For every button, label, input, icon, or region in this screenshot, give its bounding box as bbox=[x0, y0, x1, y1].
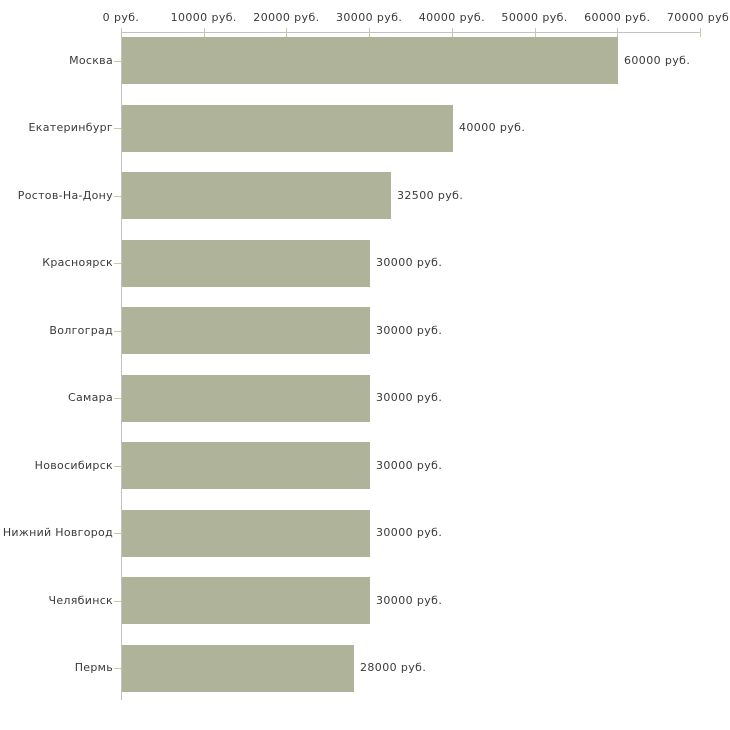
category-tick bbox=[114, 263, 121, 264]
category-label: Пермь bbox=[74, 661, 113, 674]
value-label: 30000 руб. bbox=[376, 459, 443, 472]
category-label: Красноярск bbox=[42, 256, 113, 269]
value-label: 30000 руб. bbox=[376, 594, 443, 607]
category-tick bbox=[114, 601, 121, 602]
category-label: Волгоград bbox=[49, 324, 113, 337]
y-axis-line bbox=[121, 32, 122, 700]
category-label: Челябинск bbox=[48, 594, 113, 607]
x-axis-tick-label: 0 руб. bbox=[102, 11, 140, 24]
bar bbox=[122, 442, 370, 489]
x-axis-tick-label: 10000 руб. bbox=[170, 11, 237, 24]
value-label: 30000 руб. bbox=[376, 391, 443, 404]
x-axis-tick-label: 40000 руб. bbox=[418, 11, 485, 24]
bar bbox=[122, 105, 453, 152]
value-label: 32500 руб. bbox=[397, 189, 464, 202]
x-axis-tick-label: 70000 руб. bbox=[666, 11, 730, 24]
x-axis-tick bbox=[203, 28, 205, 37]
category-tick bbox=[114, 128, 121, 129]
x-axis-tick-label: 20000 руб. bbox=[253, 11, 320, 24]
x-axis-tick-label: 60000 руб. bbox=[584, 11, 651, 24]
category-label: Москва bbox=[69, 54, 113, 67]
category-tick bbox=[114, 466, 121, 467]
category-label: Ростов-На-Дону bbox=[17, 189, 113, 202]
value-label: 40000 руб. bbox=[459, 121, 526, 134]
value-label: 30000 руб. bbox=[376, 324, 443, 337]
value-label: 30000 руб. bbox=[376, 256, 443, 269]
category-tick bbox=[114, 668, 121, 669]
x-axis-tick bbox=[369, 28, 371, 37]
x-axis-tick-label: 30000 руб. bbox=[336, 11, 403, 24]
x-axis-tick bbox=[286, 28, 288, 37]
x-axis-tick bbox=[451, 28, 453, 37]
bar bbox=[122, 375, 370, 422]
category-label: Новосибирск bbox=[34, 459, 113, 472]
x-axis-tick bbox=[121, 28, 122, 37]
bar bbox=[122, 307, 370, 354]
category-tick bbox=[114, 398, 121, 399]
category-tick bbox=[114, 61, 121, 62]
value-label: 28000 руб. bbox=[360, 661, 427, 674]
bar bbox=[122, 510, 370, 557]
bar bbox=[122, 645, 354, 692]
category-tick bbox=[114, 196, 121, 197]
x-axis-tick-label: 50000 руб. bbox=[501, 11, 568, 24]
x-axis-tick bbox=[700, 28, 701, 37]
bar bbox=[122, 577, 370, 624]
value-label: 30000 руб. bbox=[376, 526, 443, 539]
bar bbox=[122, 172, 391, 219]
category-label: Нижний Новгород bbox=[2, 526, 113, 539]
category-label: Екатеринбург bbox=[28, 121, 113, 134]
x-axis-tick bbox=[617, 28, 619, 37]
category-tick bbox=[114, 331, 121, 332]
value-label: 60000 руб. bbox=[624, 54, 691, 67]
x-axis-tick bbox=[534, 28, 536, 37]
bar bbox=[122, 37, 618, 84]
bar bbox=[122, 240, 370, 287]
category-label: Самара bbox=[68, 391, 113, 404]
category-tick bbox=[114, 533, 121, 534]
x-axis-line bbox=[121, 32, 700, 33]
